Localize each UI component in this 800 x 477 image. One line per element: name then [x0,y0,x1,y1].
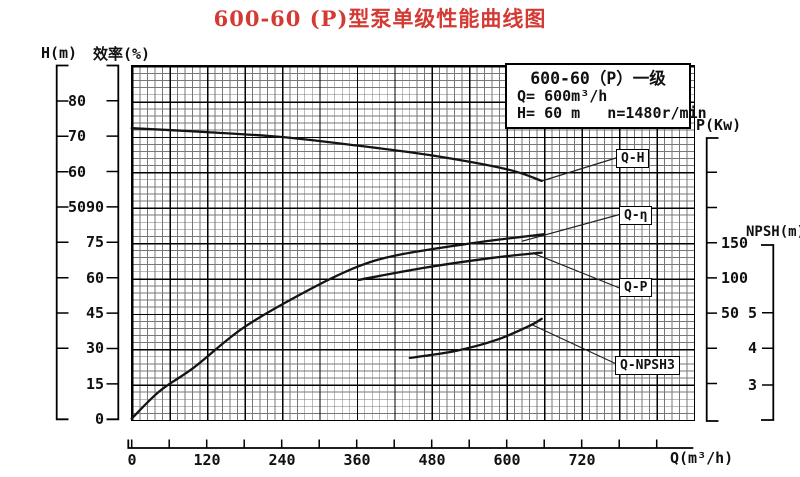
eff-tick-45: 45 [85,304,104,322]
npsh-axis-line [761,244,775,421]
qh-curve-label: Q-H [616,149,650,168]
q-tick-240: 240 [268,451,296,469]
qeta-curve-label: Q-η [619,206,653,225]
p-axis-label: P(Kw) [696,116,742,134]
q-tick-720: 720 [568,451,596,469]
eff-tick-15: 15 [85,375,104,393]
h-tick-80: 80 [67,92,86,110]
q-tick-120: 120 [193,451,221,469]
eff-tick-0: 0 [94,410,104,428]
p-tick-50: 50 [721,304,740,322]
q-tick-360: 360 [343,451,371,469]
qp-curve-label: Q-P [619,278,653,297]
p-tick-100: 100 [721,269,749,287]
pump-model-text: 600-60（P）一级 [530,69,666,88]
q-tick-600: 600 [493,451,521,469]
h-tick-70: 70 [67,127,86,145]
q-axis-line [127,439,694,449]
p-tick-150: 150 [721,234,749,252]
page-title: 600-60 (P)型泵单级性能曲线图 [213,6,547,31]
q-axis-ticks [130,439,658,448]
q-tick-480: 480 [418,451,446,469]
h-axis-line [55,64,69,421]
p-axis-ticks [706,171,717,385]
npsh-axis-label: NPSH(m) [746,224,800,240]
p-axis-line [705,137,719,422]
rated-head-speed-text: H= 60 m n=1480r/min [517,104,707,122]
q-tick-0: 0 [127,451,137,469]
q-axis-label: Q(m³/h) [670,449,734,467]
eff-tick-75: 75 [85,233,104,251]
h-tick-60: 60 [67,163,86,181]
eff-tick-60: 60 [85,269,104,287]
npsh-tick-4: 4 [747,339,757,357]
eff-tick-90: 90 [85,198,104,216]
rated-flow-text: Q= 600m³/h [517,87,608,105]
h-tick-50: 50 [67,198,86,216]
eff-axis-ticks [106,99,119,385]
eff-tick-30: 30 [85,339,104,357]
eff-axis-label: 效率(%) [93,45,151,63]
npsh-axis-ticks [762,311,774,386]
npsh-tick-3: 3 [747,376,757,394]
npsh-tick-5: 5 [747,304,757,322]
eff-axis-line [106,64,120,421]
qnpsh-curve-label: Q-NPSH3 [615,356,680,375]
rated-data-box: 600-60（P）一级 Q= 600m³/h H= 60 m n=1480r/m… [505,63,707,129]
h-axis-label: H(m) [40,44,78,62]
